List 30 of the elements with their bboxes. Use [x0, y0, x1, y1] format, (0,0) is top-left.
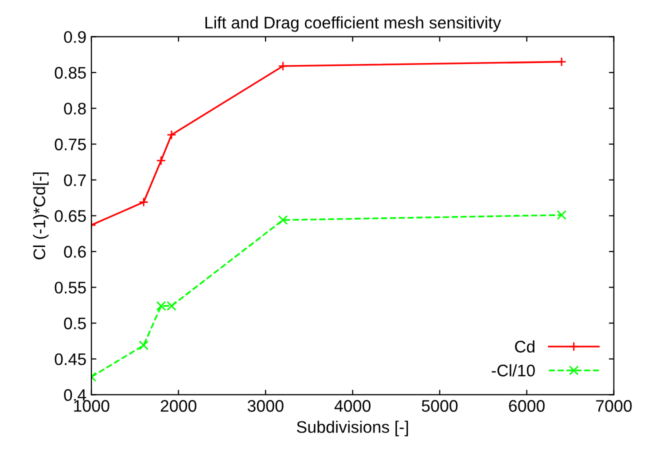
y-tick-label: 0.45	[54, 353, 86, 366]
point	[166, 130, 176, 140]
y-axis-title: Cl (-1)*Cd[-]	[33, 172, 49, 260]
x-tick-label: 1000	[74, 400, 110, 412]
y-tick-label: 0.6	[64, 246, 86, 258]
point	[278, 61, 288, 71]
x-tick-label: 7000	[596, 400, 632, 412]
legend-label: Cd	[515, 340, 534, 353]
y-tick-label: 0.4	[64, 389, 86, 401]
x-tick-label: 3000	[248, 400, 284, 412]
point	[138, 197, 149, 207]
x-tick-label: 5000	[422, 400, 458, 412]
y-tick-label: 0.7	[64, 174, 86, 186]
point	[156, 156, 166, 166]
y-tick-label: 0.55	[54, 282, 86, 294]
point	[278, 215, 288, 225]
point	[556, 210, 566, 220]
x-tick-label: 4000	[334, 400, 371, 412]
y-tick-label: 0.5	[64, 318, 86, 330]
y-tick-label: 0.85	[54, 66, 86, 79]
y-tick-label: 0.75	[54, 138, 86, 150]
y-tick-label: 0.8	[64, 102, 86, 115]
x-tick-label: 2000	[160, 400, 196, 412]
point	[138, 340, 149, 350]
chart-title: Lift and Drag coefficient mesh sensitivity	[205, 16, 502, 32]
legend-label: -Cl/10	[492, 364, 535, 376]
x-tick-label: 6000	[509, 400, 545, 412]
y-tick-label: 0.65	[54, 210, 86, 222]
x-axis-title: Subdivisions [-]	[296, 420, 408, 436]
y-tick-label: 0.9	[64, 31, 86, 43]
